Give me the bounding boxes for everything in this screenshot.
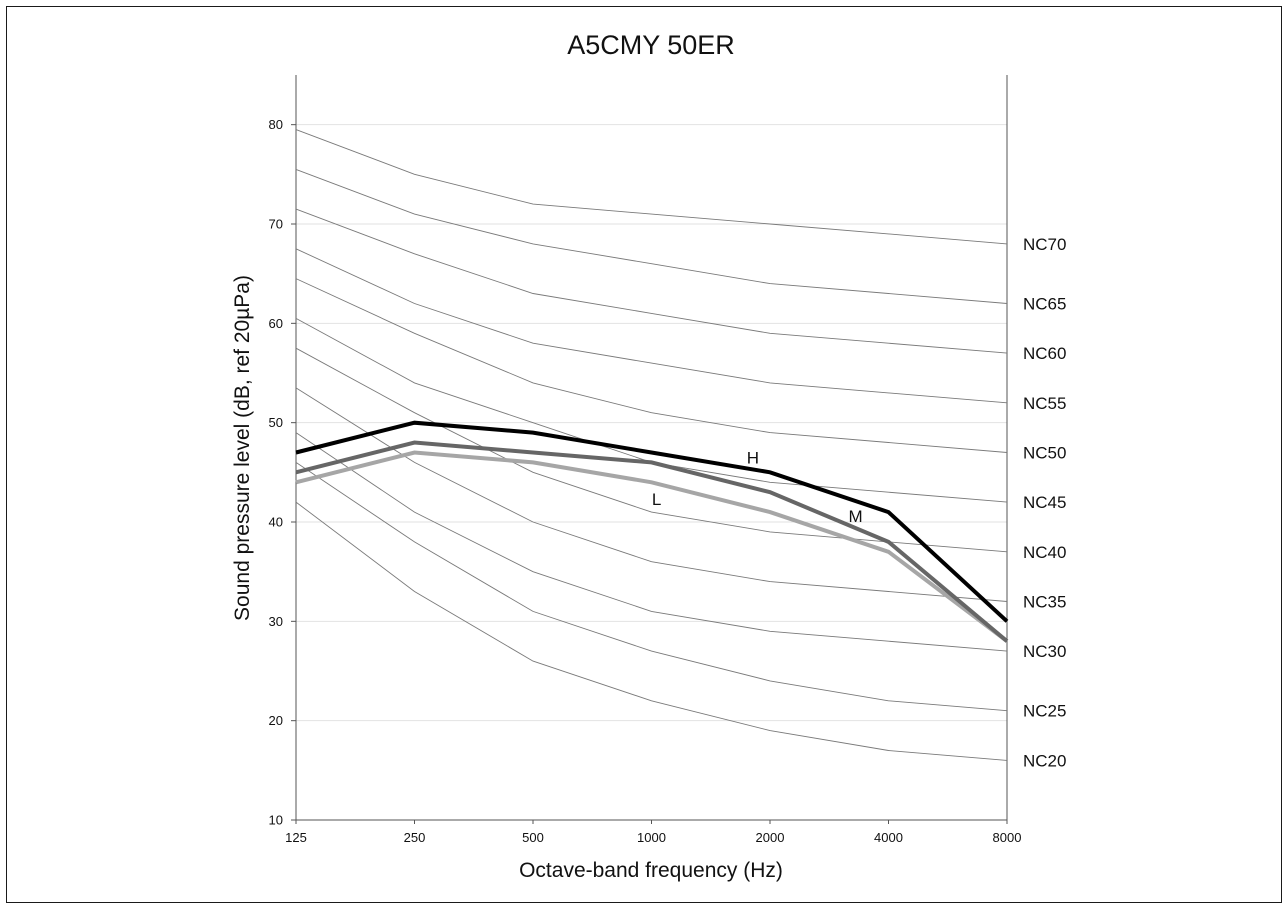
nc-curve xyxy=(295,129,1008,245)
x-tick-label: 1000 xyxy=(637,830,666,845)
nc-curve-label: NC25 xyxy=(1023,702,1066,721)
y-axis-label: Sound pressure level (dB, ref 20µPa) xyxy=(231,275,254,621)
x-tick-label: 125 xyxy=(285,830,307,845)
nc-curve xyxy=(295,168,1008,304)
series-line xyxy=(295,440,1009,643)
series-label: L xyxy=(652,490,661,509)
x-axis-label: Octave-band frequency (Hz) xyxy=(519,859,783,882)
nc-curve xyxy=(295,248,1008,404)
series-label: M xyxy=(849,507,863,526)
y-tick-label: 10 xyxy=(269,813,283,828)
series-line xyxy=(295,450,1009,643)
nc-curve-label: NC35 xyxy=(1023,592,1066,611)
nc-curve-label: NC30 xyxy=(1023,642,1066,661)
nc-curve xyxy=(295,387,1008,602)
nc-curve xyxy=(295,278,1008,453)
y-tick-label: 80 xyxy=(269,117,283,132)
x-tick-label: 500 xyxy=(522,830,544,845)
nc-curve xyxy=(295,208,1008,354)
series-line xyxy=(295,420,1009,623)
nc-curve xyxy=(295,432,1008,652)
y-tick-label: 30 xyxy=(269,614,283,629)
nc-curve-label: NC45 xyxy=(1023,493,1066,512)
nc-curve-label: NC55 xyxy=(1023,394,1066,413)
nc-curve xyxy=(295,462,1008,712)
chart-frame xyxy=(6,6,1282,903)
nc-curve xyxy=(295,318,1008,503)
x-tick-label: 8000 xyxy=(993,830,1022,845)
series-label: H xyxy=(747,448,759,467)
nc-curve-label: NC65 xyxy=(1023,294,1066,313)
nc-curve xyxy=(295,501,1008,761)
nc-curve-label: NC50 xyxy=(1023,443,1066,462)
x-tick-label: 250 xyxy=(404,830,426,845)
y-tick-label: 20 xyxy=(269,713,283,728)
nc-curve-label: NC70 xyxy=(1023,235,1066,254)
nc-curve-label: NC60 xyxy=(1023,344,1066,363)
nc-curve-label: NC40 xyxy=(1023,543,1066,562)
x-tick-label: 2000 xyxy=(756,830,785,845)
y-tick-label: 50 xyxy=(269,415,283,430)
y-tick-label: 40 xyxy=(269,515,283,530)
y-tick-label: 60 xyxy=(269,316,283,331)
plot-area: 10 20 30 40 50 60 70 80 125 250 500 1000 2000 4000 800… xyxy=(269,75,1066,845)
x-tick-label: 4000 xyxy=(874,830,903,845)
nc-curve-label: NC20 xyxy=(1023,751,1066,770)
y-tick-label: 70 xyxy=(269,217,283,232)
chart-title: A5CMY 50ER xyxy=(567,30,735,60)
